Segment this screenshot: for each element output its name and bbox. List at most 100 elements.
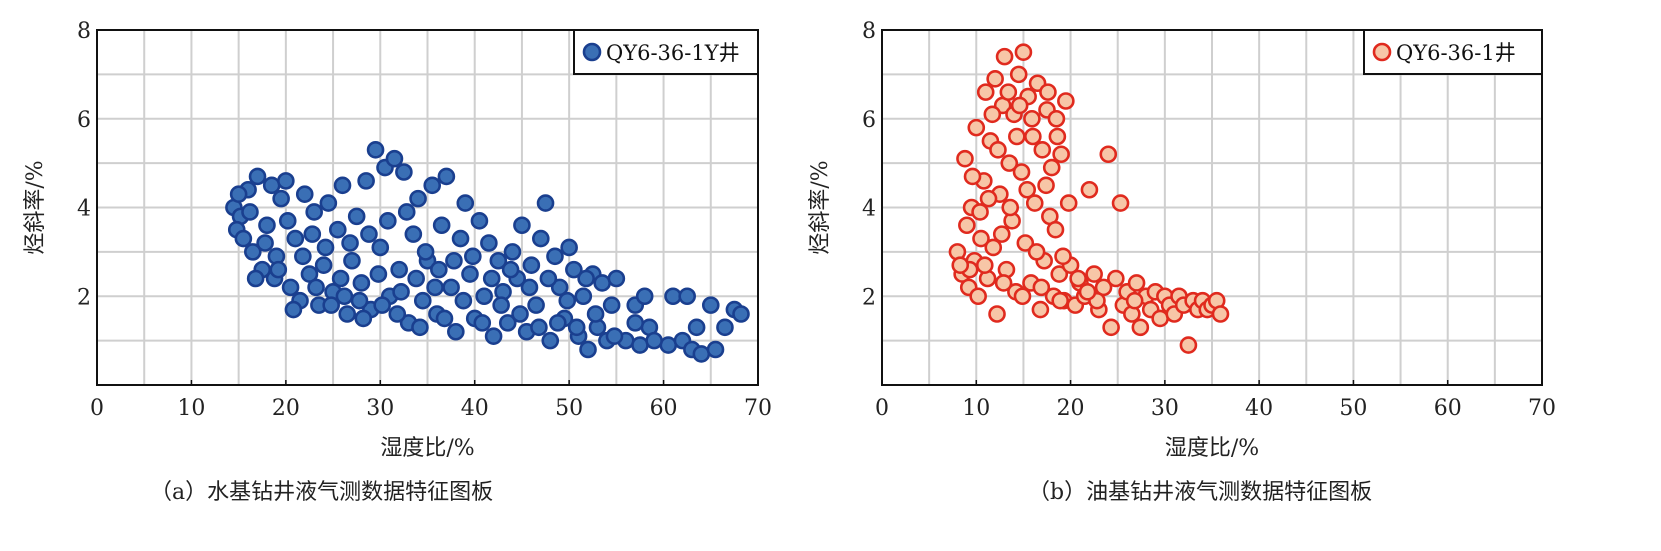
legend-label: QY6-36-1Y井 [606, 41, 740, 65]
data-point [246, 269, 265, 288]
data-point [631, 336, 649, 354]
data-point [1023, 109, 1041, 128]
data-point [958, 216, 976, 235]
data-point [432, 216, 451, 235]
data-point [602, 296, 621, 314]
data-point [366, 141, 385, 159]
legend-label: QY6-36-1井 [1396, 41, 1516, 65]
chart-a-svg: 0 10 20 30 40 50 60 70 2 4 6 8 湿度比/% 烃斜率/% QY6-36-1Y井 [23, 19, 772, 461]
data-point [480, 234, 498, 252]
x-tick-label: 60 [1434, 396, 1462, 421]
data-point [706, 340, 725, 359]
data-point [1010, 96, 1029, 115]
data-point [1078, 283, 1097, 301]
data-point [473, 314, 492, 332]
y-tick-label: 6 [862, 108, 876, 133]
data-point [278, 212, 297, 230]
x-tick-label: 10 [962, 396, 990, 421]
data-point [560, 238, 578, 257]
data-point [1080, 180, 1099, 199]
data-point [995, 47, 1014, 66]
data-point [951, 256, 970, 274]
data-point [1046, 220, 1065, 239]
x-axis-label: 湿度比/% [1165, 436, 1259, 461]
data-point [626, 314, 645, 332]
data-point [341, 234, 359, 252]
data-point [385, 149, 404, 168]
data-point [520, 278, 539, 297]
data-point [1008, 127, 1026, 146]
data-point [1048, 127, 1067, 146]
data-point [687, 318, 706, 337]
data-point [1047, 109, 1066, 128]
data-point [1102, 318, 1120, 337]
data-point [586, 305, 605, 323]
data-point [1009, 65, 1028, 84]
data-point [286, 229, 305, 248]
data-point [451, 229, 470, 248]
data-point [360, 225, 378, 243]
x-tick-label: 0 [90, 396, 104, 421]
data-point [541, 331, 560, 350]
data-point [426, 278, 444, 297]
data-point [983, 105, 1002, 124]
data-point [511, 305, 529, 323]
data-point [530, 318, 548, 337]
data-point [565, 260, 583, 279]
data-point [447, 322, 465, 341]
data-point [445, 251, 463, 270]
data-point [550, 278, 569, 297]
data-point [1151, 309, 1169, 328]
x-tick-label: 40 [1245, 396, 1273, 421]
data-point [1031, 300, 1050, 319]
data-point [284, 300, 303, 319]
y-tick-label: 4 [862, 197, 876, 222]
data-point [409, 189, 427, 208]
data-point [338, 305, 357, 323]
data-point [577, 269, 595, 288]
data-point [969, 287, 987, 306]
data-point [645, 331, 663, 350]
data-point [322, 296, 340, 314]
data-point [501, 260, 520, 279]
data-point [352, 274, 371, 292]
data-point [1037, 176, 1055, 195]
data-point [454, 291, 473, 310]
x-tick-label: 30 [1151, 396, 1179, 421]
data-point [1054, 247, 1072, 266]
legend-marker [1372, 42, 1392, 62]
data-point [272, 189, 290, 208]
data-point [484, 327, 503, 345]
data-point [234, 229, 253, 248]
data-point [397, 203, 416, 221]
data-point [527, 296, 545, 314]
data-point [1085, 265, 1103, 283]
data-point [1069, 269, 1087, 288]
data-point [664, 287, 682, 306]
data-point [635, 287, 654, 306]
data-point [963, 167, 982, 186]
data-point [1013, 287, 1032, 306]
data-point [392, 283, 410, 301]
data-point [244, 243, 262, 261]
data-point [354, 309, 373, 328]
plot-frame [881, 29, 1543, 386]
data-point [678, 287, 696, 306]
data-point [373, 296, 391, 314]
y-tick-label: 8 [862, 19, 876, 44]
data-point [1050, 265, 1069, 283]
data-point [986, 70, 1004, 88]
data-point [976, 83, 995, 101]
data-point [456, 194, 475, 212]
data-point [300, 265, 319, 283]
x-tick-label: 20 [1057, 396, 1085, 421]
data-point [1052, 145, 1070, 164]
data-point [984, 238, 1003, 257]
data-point [303, 225, 322, 243]
data-point [971, 203, 989, 221]
data-point [413, 291, 432, 310]
data-point [319, 194, 338, 212]
data-point [430, 260, 448, 279]
data-point [1059, 194, 1078, 212]
series-points [948, 43, 1230, 354]
